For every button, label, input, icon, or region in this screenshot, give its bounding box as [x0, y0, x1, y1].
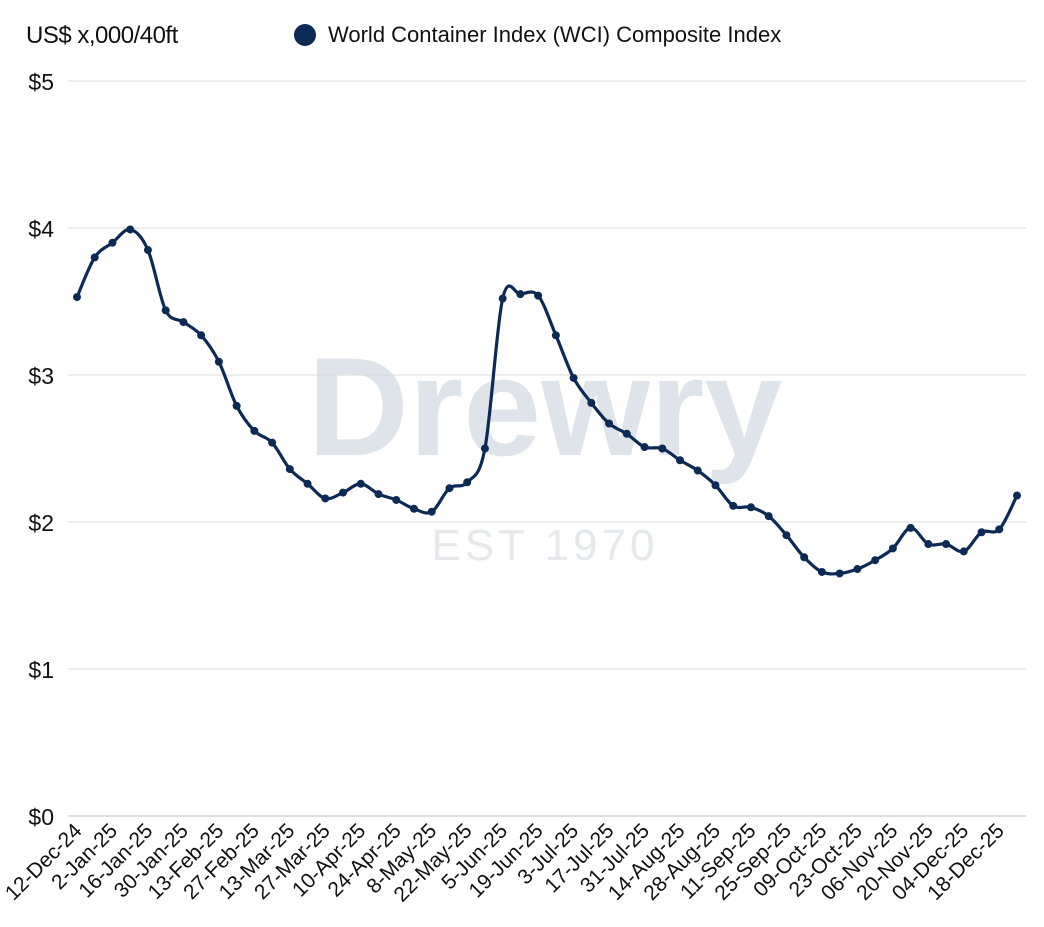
data-point: [268, 438, 277, 447]
data-point: [888, 544, 897, 553]
data-point: [605, 419, 614, 428]
y-tick-label: $4: [28, 216, 54, 242]
data-point: [516, 290, 525, 299]
data-point: [729, 501, 738, 510]
y-axis-unit-label: US$ x,000/40ft: [26, 22, 178, 49]
data-point: [250, 426, 259, 435]
data-point: [569, 373, 578, 382]
y-tick-label: $0: [28, 804, 54, 830]
data-point: [321, 494, 330, 503]
data-point: [995, 525, 1004, 534]
data-point: [409, 504, 418, 513]
data-point: [693, 466, 702, 475]
data-point: [445, 484, 454, 493]
data-point: [232, 401, 241, 410]
data-point: [197, 331, 206, 340]
data-point: [374, 490, 383, 499]
data-point: [463, 478, 472, 487]
data-point: [977, 528, 986, 537]
data-point: [853, 565, 862, 574]
data-point: [658, 444, 667, 453]
data-point: [73, 293, 81, 302]
data-point: [143, 246, 152, 255]
data-point: [126, 225, 135, 234]
data-point: [711, 481, 720, 490]
data-point: [782, 531, 791, 540]
data-point: [676, 456, 685, 465]
data-point: [179, 318, 188, 327]
data-point: [392, 495, 401, 504]
data-point: [534, 291, 543, 300]
y-tick-label: $5: [28, 69, 54, 95]
data-point: [942, 540, 951, 549]
data-point: [339, 488, 348, 497]
data-point: [285, 465, 294, 474]
legend-label: World Container Index (WCI) Composite In…: [328, 22, 782, 47]
data-point: [1013, 491, 1021, 500]
data-point: [551, 331, 560, 340]
legend: World Container Index (WCI) Composite In…: [294, 22, 781, 48]
data-point: [480, 444, 489, 453]
data-point: [90, 253, 99, 262]
data-point: [427, 507, 436, 516]
data-point: [924, 540, 933, 549]
data-point: [835, 569, 844, 578]
legend-marker: [294, 24, 316, 46]
data-point: [817, 567, 826, 576]
y-tick-label: $2: [28, 510, 54, 536]
data-point: [214, 357, 223, 366]
data-point: [303, 479, 312, 488]
data-point: [640, 443, 649, 452]
watermark-logo: Drewry: [308, 328, 783, 485]
data-point: [871, 556, 880, 565]
data-point: [108, 238, 117, 247]
data-point: [764, 512, 773, 521]
data-point: [959, 547, 968, 556]
watermark-tagline: EST 1970: [432, 521, 659, 570]
data-point: [800, 553, 809, 562]
data-point: [622, 429, 631, 438]
data-point: [746, 503, 755, 512]
y-tick-label: $1: [28, 657, 54, 683]
data-point: [161, 306, 170, 315]
data-point: [906, 523, 915, 532]
y-tick-label: $3: [28, 363, 54, 389]
data-point: [587, 398, 596, 407]
data-point: [498, 294, 507, 303]
data-point: [356, 479, 365, 488]
